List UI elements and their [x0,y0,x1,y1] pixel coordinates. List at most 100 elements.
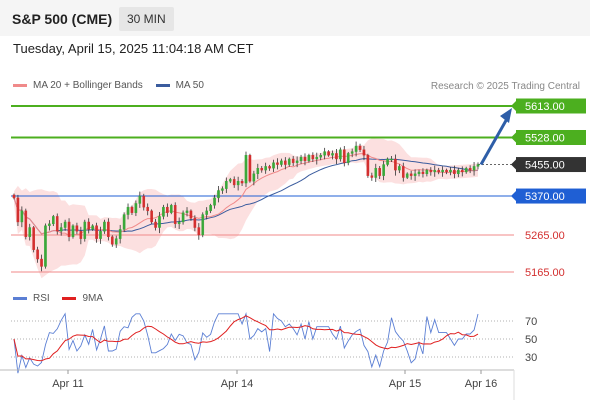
legend-item-ma50: MA 50 [155,80,204,91]
candle-body [394,158,397,171]
level-label-bg [516,129,586,145]
level-label: 5165.00 [525,267,565,279]
candle-body [401,166,405,178]
candle-body [95,225,98,239]
candle-body [75,225,79,232]
candle-body [158,216,161,228]
candle-body [32,227,35,250]
candle-body [319,155,323,158]
timeframe-badge[interactable]: 30 MIN [119,7,174,31]
candle-body [236,181,240,186]
legend-rsi: RSI 9MA [13,293,103,305]
candle-body [476,164,480,167]
candle-body [122,214,126,230]
candle-body [126,206,130,215]
candle-body [59,227,63,232]
level-label-pointer [511,191,516,202]
forecast-arrow-shaft [479,116,510,166]
rsi-level-label: 30 [525,352,537,364]
candle-body [71,225,75,237]
candle-body [425,169,429,175]
candle-body [449,169,452,173]
candle-body [350,151,354,154]
candle-body [99,231,102,239]
candle-body [339,149,342,160]
level-label: 5370.00 [525,191,565,203]
candle-body [457,169,460,175]
candle-body [303,156,307,162]
candle-body [343,149,346,163]
candle-body [311,155,315,160]
candle-body [323,151,326,156]
candle-body [142,195,146,208]
candle-body [114,238,118,245]
candle-body [378,168,381,176]
candle-body [52,216,55,225]
legend-label-ma20: MA 20 + Bollinger Bands [33,80,143,91]
level-label: 5528.00 [525,132,565,144]
candle-body [225,181,228,189]
rsi-level-label: 50 [525,334,537,346]
candle-body [87,221,91,230]
level-label-pointer [511,101,516,111]
level-label: 5455.00 [525,160,565,172]
candle-body [181,212,185,223]
candle-body [433,169,437,173]
candle-body [244,155,248,184]
candle-body [417,171,421,175]
legend-swatch-ma20 [13,83,27,87]
candle-body [307,155,311,162]
candle-body [20,210,24,223]
credit-text: Research © 2025 Trading Central [430,81,580,92]
candle-body [232,179,236,186]
candle-body [154,221,157,228]
legend-label-ma50: MA 50 [175,80,204,91]
candle-body [67,221,71,237]
candle-body [327,151,330,156]
ma20-line [13,153,479,236]
level-label-pointer [511,159,516,170]
candle-body [260,168,264,171]
candle-body [221,188,224,191]
candle-body [169,205,173,213]
candle-body [299,156,303,162]
candle-body [193,218,197,228]
level-label-bg [516,98,586,114]
candle-body [362,149,366,156]
candle-body [272,162,275,169]
level-label: 5613.00 [525,101,565,113]
candle-body [12,194,16,199]
candle-body [103,221,106,232]
candle-body [91,225,94,230]
candle-body [409,173,413,176]
candle-body [370,175,374,178]
x-tick-label: Apr 15 [389,378,421,390]
candle-body [40,258,43,267]
candle-body [146,206,149,212]
level-label: 5265.00 [525,230,565,242]
candle-body [460,169,464,173]
candle-body [453,169,456,175]
candle-body [162,206,165,217]
candle-body [421,171,425,175]
candle-body [429,169,433,173]
bollinger-band-area [14,138,478,279]
candle-body [445,169,448,173]
candle-body [331,153,334,156]
candle-body [134,203,138,213]
level-label-bg [516,157,586,173]
candle-body [79,231,83,239]
candle-body [209,205,212,212]
candle-body [36,249,39,260]
x-tick-label: Apr 14 [221,378,253,390]
candle-body [386,158,389,165]
legend-swatch-9ma [62,296,77,300]
candle-body [44,225,47,267]
candle-body [205,210,208,215]
candle-body [55,216,59,232]
candle-body [28,227,32,237]
candle-body [252,173,256,182]
candle-body [291,158,295,163]
candle-body [284,160,287,165]
